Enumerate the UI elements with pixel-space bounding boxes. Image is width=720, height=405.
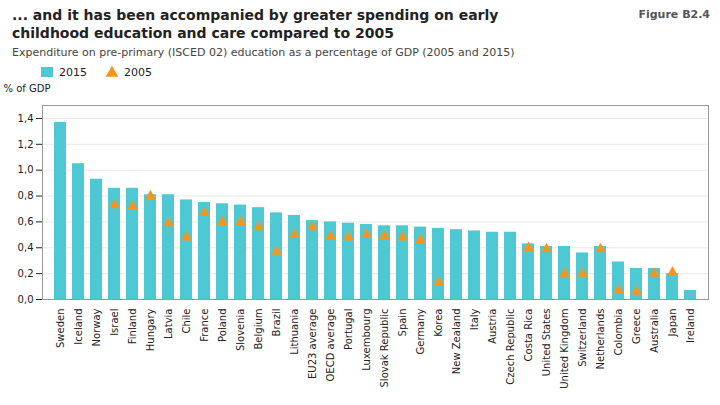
svg-text:Spain: Spain bbox=[397, 309, 408, 337]
svg-text:0,0: 0,0 bbox=[18, 294, 34, 305]
svg-text:Latvia: Latvia bbox=[163, 309, 174, 339]
svg-text:Italy: Italy bbox=[469, 308, 480, 330]
svg-text:Poland: Poland bbox=[217, 309, 228, 342]
svg-text:Ireland: Ireland bbox=[685, 309, 696, 344]
svg-text:Lithuania: Lithuania bbox=[289, 309, 300, 355]
svg-text:Chile: Chile bbox=[181, 309, 192, 334]
svg-text:Costa Rica: Costa Rica bbox=[523, 309, 534, 362]
svg-text:EU23 average: EU23 average bbox=[307, 309, 318, 379]
svg-text:New Zealand: New Zealand bbox=[451, 309, 462, 375]
svg-text:Hungary: Hungary bbox=[145, 308, 156, 351]
svg-text:Belgium: Belgium bbox=[253, 309, 264, 350]
svg-text:France: France bbox=[199, 309, 210, 342]
svg-text:Korea: Korea bbox=[433, 309, 444, 337]
svg-text:Australia: Australia bbox=[649, 309, 660, 353]
html-text:... and it has been accompanie: ... and it has been accompanied by great… bbox=[12, 7, 499, 23]
svg-text:Austria: Austria bbox=[487, 309, 498, 344]
svg-text:OECD average: OECD average bbox=[325, 309, 336, 382]
svg-text:United Kingdom: United Kingdom bbox=[559, 309, 570, 389]
svg-text:Colombia: Colombia bbox=[613, 309, 624, 356]
svg-text:Czech Republic: Czech Republic bbox=[505, 309, 516, 385]
svg-text:United States: United States bbox=[541, 309, 552, 377]
svg-text:0,8: 0,8 bbox=[18, 190, 34, 201]
svg-text:0,2: 0,2 bbox=[18, 268, 34, 279]
html-text:Expenditure on pre-primary (IS: Expenditure on pre-primary (ISCED 02) ed… bbox=[12, 46, 515, 59]
svg-text:1,2: 1,2 bbox=[18, 139, 34, 150]
svg-text:Slovak Republic: Slovak Republic bbox=[379, 309, 390, 388]
svg-text:1,0: 1,0 bbox=[18, 164, 34, 175]
svg-text:Brazil: Brazil bbox=[271, 309, 282, 337]
svg-text:Portugal: Portugal bbox=[343, 309, 354, 350]
svg-text:Switzerland: Switzerland bbox=[577, 309, 588, 367]
html-text:childhood education and care c: childhood education and care compared to… bbox=[12, 25, 394, 41]
svg-text:0,6: 0,6 bbox=[18, 216, 34, 227]
svg-text:Netherlands: Netherlands bbox=[595, 309, 606, 370]
svg-text:Norway: Norway bbox=[91, 308, 102, 346]
svg-text:Finland: Finland bbox=[127, 309, 138, 345]
svg-text:Greece: Greece bbox=[631, 309, 642, 345]
html-text:Figure B2.4: Figure B2.4 bbox=[638, 8, 710, 21]
svg-text:Iceland: Iceland bbox=[73, 309, 84, 345]
svg-text:Luxembourg: Luxembourg bbox=[361, 309, 372, 371]
svg-text:Slovenia: Slovenia bbox=[235, 309, 246, 352]
svg-text:Germany: Germany bbox=[415, 308, 426, 354]
svg-text:1,4: 1,4 bbox=[18, 113, 34, 124]
svg-text:Sweden: Sweden bbox=[55, 309, 66, 349]
svg-text:Japan: Japan bbox=[667, 309, 678, 338]
svg-text:% of GDP: % of GDP bbox=[4, 83, 51, 94]
html-text:2005: 2005 bbox=[124, 65, 152, 79]
html-text:2015: 2015 bbox=[59, 65, 87, 79]
svg-text:Israel: Israel bbox=[109, 309, 120, 336]
svg-text:0,4: 0,4 bbox=[18, 242, 34, 253]
